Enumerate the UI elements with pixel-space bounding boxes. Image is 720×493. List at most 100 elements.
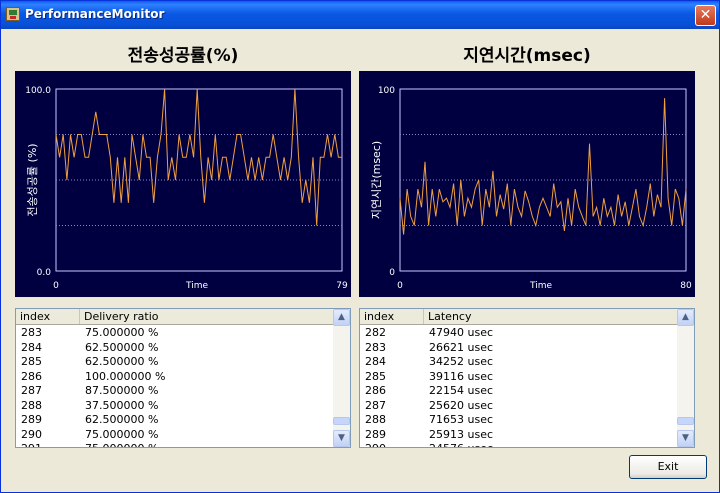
list-row[interactable]: 284 62.500000 % bbox=[16, 341, 334, 356]
x-tick-label: 79 bbox=[336, 281, 348, 291]
row-index: 290 bbox=[365, 442, 386, 447]
title-bar[interactable]: PerformanceMonitor ✕ bbox=[1, 1, 719, 29]
row-index: 288 bbox=[21, 398, 42, 412]
row-value: 25913 usec bbox=[429, 427, 494, 441]
scroll-up-button[interactable]: ▲ bbox=[677, 309, 694, 326]
list-row[interactable]: 286 22154 usec bbox=[360, 384, 678, 399]
list-row[interactable]: 286 100.000000 % bbox=[16, 370, 334, 385]
row-value: 87.500000 % bbox=[85, 384, 159, 397]
list-row[interactable]: 285 39116 usec bbox=[360, 370, 678, 385]
row-index: 282 bbox=[365, 326, 386, 339]
y-tick-label: 0 bbox=[389, 268, 395, 278]
delivery-ratio-chart: 100.0 0.00 79 Time 전송성공률 (%) bbox=[15, 71, 351, 297]
row-index: 290 bbox=[21, 427, 42, 441]
chart-background bbox=[359, 71, 695, 297]
window-title: PerformanceMonitor bbox=[25, 7, 165, 21]
row-value: 71653 usec bbox=[429, 413, 494, 426]
y-axis-label: 지연시간(msec) bbox=[370, 141, 383, 219]
x-tick-label: 80 bbox=[680, 281, 692, 291]
app-icon bbox=[6, 7, 20, 21]
data-line bbox=[55, 88, 342, 226]
row-index: 286 bbox=[365, 384, 386, 397]
vertical-scrollbar[interactable]: ▲ ▼ bbox=[333, 309, 350, 447]
row-value: 24576 usec bbox=[429, 442, 493, 447]
column-header-delivery-ratio[interactable]: Delivery ratio bbox=[80, 309, 334, 324]
chevron-down-icon: ▼ bbox=[338, 433, 345, 443]
row-value: 34252 usec bbox=[429, 355, 494, 368]
close-button[interactable]: ✕ bbox=[695, 5, 716, 26]
row-value: 22154 usec bbox=[429, 384, 494, 397]
row-value: 100.000000 % bbox=[85, 369, 166, 383]
list-row[interactable]: 289 62.500000 % bbox=[16, 413, 334, 428]
chart-background bbox=[15, 71, 351, 297]
row-value: 75.000000 % bbox=[85, 442, 158, 447]
row-value: 37.500000 % bbox=[85, 398, 159, 412]
chevron-down-icon: ▼ bbox=[682, 433, 689, 443]
delivery-ratio-list[interactable]: index Delivery ratio 283 75.000000 % 284 62… bbox=[15, 308, 351, 448]
row-index: 289 bbox=[21, 413, 42, 426]
row-index: 286 bbox=[21, 369, 42, 383]
row-index: 288 bbox=[365, 413, 386, 426]
list-row[interactable]: 290 24576 usec bbox=[360, 442, 678, 447]
row-value: 25620 usec bbox=[429, 398, 494, 412]
row-value: 62.500000 % bbox=[85, 413, 159, 426]
scroll-up-button[interactable]: ▲ bbox=[333, 309, 350, 326]
chart-title-latency: 지연시간(msec) bbox=[463, 46, 591, 66]
latency-list[interactable]: index Latency 282 47940 usec 283 26621 usec… bbox=[359, 308, 695, 448]
row-value: 62.500000 % bbox=[85, 355, 159, 368]
row-index: 289 bbox=[365, 427, 386, 441]
list-row[interactable]: 287 25620 usec bbox=[360, 399, 678, 414]
row-index: 284 bbox=[21, 340, 42, 354]
latency-chart: 100 00 80 Time 지연시간(msec) bbox=[359, 71, 695, 297]
chevron-up-icon: ▲ bbox=[338, 312, 345, 322]
scroll-down-button[interactable]: ▼ bbox=[677, 430, 694, 447]
row-value: 26621 usec bbox=[429, 340, 494, 354]
list-row[interactable]: 282 47940 usec bbox=[360, 326, 678, 341]
vertical-scrollbar[interactable]: ▲ ▼ bbox=[677, 309, 694, 447]
x-tick-label: 0 bbox=[53, 281, 59, 291]
list-row[interactable]: 291 75.000000 % bbox=[16, 442, 334, 447]
y-tick-label: 100.0 bbox=[25, 86, 51, 96]
row-index: 285 bbox=[21, 355, 42, 368]
row-value: 39116 usec bbox=[429, 369, 494, 383]
exit-button[interactable]: Exit bbox=[629, 455, 707, 479]
column-header-latency[interactable]: Latency bbox=[424, 309, 678, 324]
list-row[interactable]: 290 75.000000 % bbox=[16, 428, 334, 443]
list-header: index Delivery ratio bbox=[16, 309, 334, 325]
row-value: 75.000000 % bbox=[85, 427, 159, 441]
x-axis-label: Time bbox=[529, 281, 552, 291]
close-icon: ✕ bbox=[699, 7, 712, 23]
column-header-index[interactable]: index bbox=[16, 309, 80, 324]
row-index: 284 bbox=[365, 355, 386, 368]
latency-rows: 282 47940 usec 283 26621 usec 284 34252 usec 2… bbox=[360, 326, 678, 447]
row-value: 75.000000 % bbox=[85, 326, 159, 339]
list-row[interactable]: 287 87.500000 % bbox=[16, 384, 334, 399]
y-tick-label: 0.0 bbox=[37, 268, 52, 278]
list-header: index Latency bbox=[360, 309, 678, 325]
row-value: 62.500000 % bbox=[85, 340, 159, 354]
list-row[interactable]: 289 25913 usec bbox=[360, 428, 678, 443]
delivery-ratio-rows: 283 75.000000 % 284 62.500000 % 285 62.500000… bbox=[16, 326, 334, 447]
data-line bbox=[399, 98, 687, 235]
list-row[interactable]: 288 71653 usec bbox=[360, 413, 678, 428]
y-tick-label: 100 bbox=[378, 86, 395, 96]
list-row[interactable]: 284 34252 usec bbox=[360, 355, 678, 370]
y-axis-label: 전송성공률 (%) bbox=[26, 143, 39, 216]
row-index: 283 bbox=[21, 326, 42, 339]
chart-title-delivery: 전송성공률(%) bbox=[127, 46, 239, 66]
column-header-index[interactable]: index bbox=[360, 309, 424, 324]
row-value: 47940 usec bbox=[429, 326, 494, 339]
row-index: 287 bbox=[21, 384, 42, 397]
scroll-thumb[interactable] bbox=[333, 417, 350, 425]
list-row[interactable]: 283 26621 usec bbox=[360, 341, 678, 356]
row-index: 285 bbox=[365, 369, 386, 383]
x-axis-label: Time bbox=[185, 281, 208, 291]
list-row[interactable]: 285 62.500000 % bbox=[16, 355, 334, 370]
row-index: 287 bbox=[365, 398, 386, 412]
chevron-up-icon: ▲ bbox=[682, 312, 689, 322]
list-row[interactable]: 283 75.000000 % bbox=[16, 326, 334, 341]
scroll-thumb[interactable] bbox=[677, 417, 694, 425]
scroll-down-button[interactable]: ▼ bbox=[333, 430, 350, 447]
list-row[interactable]: 288 37.500000 % bbox=[16, 399, 334, 414]
